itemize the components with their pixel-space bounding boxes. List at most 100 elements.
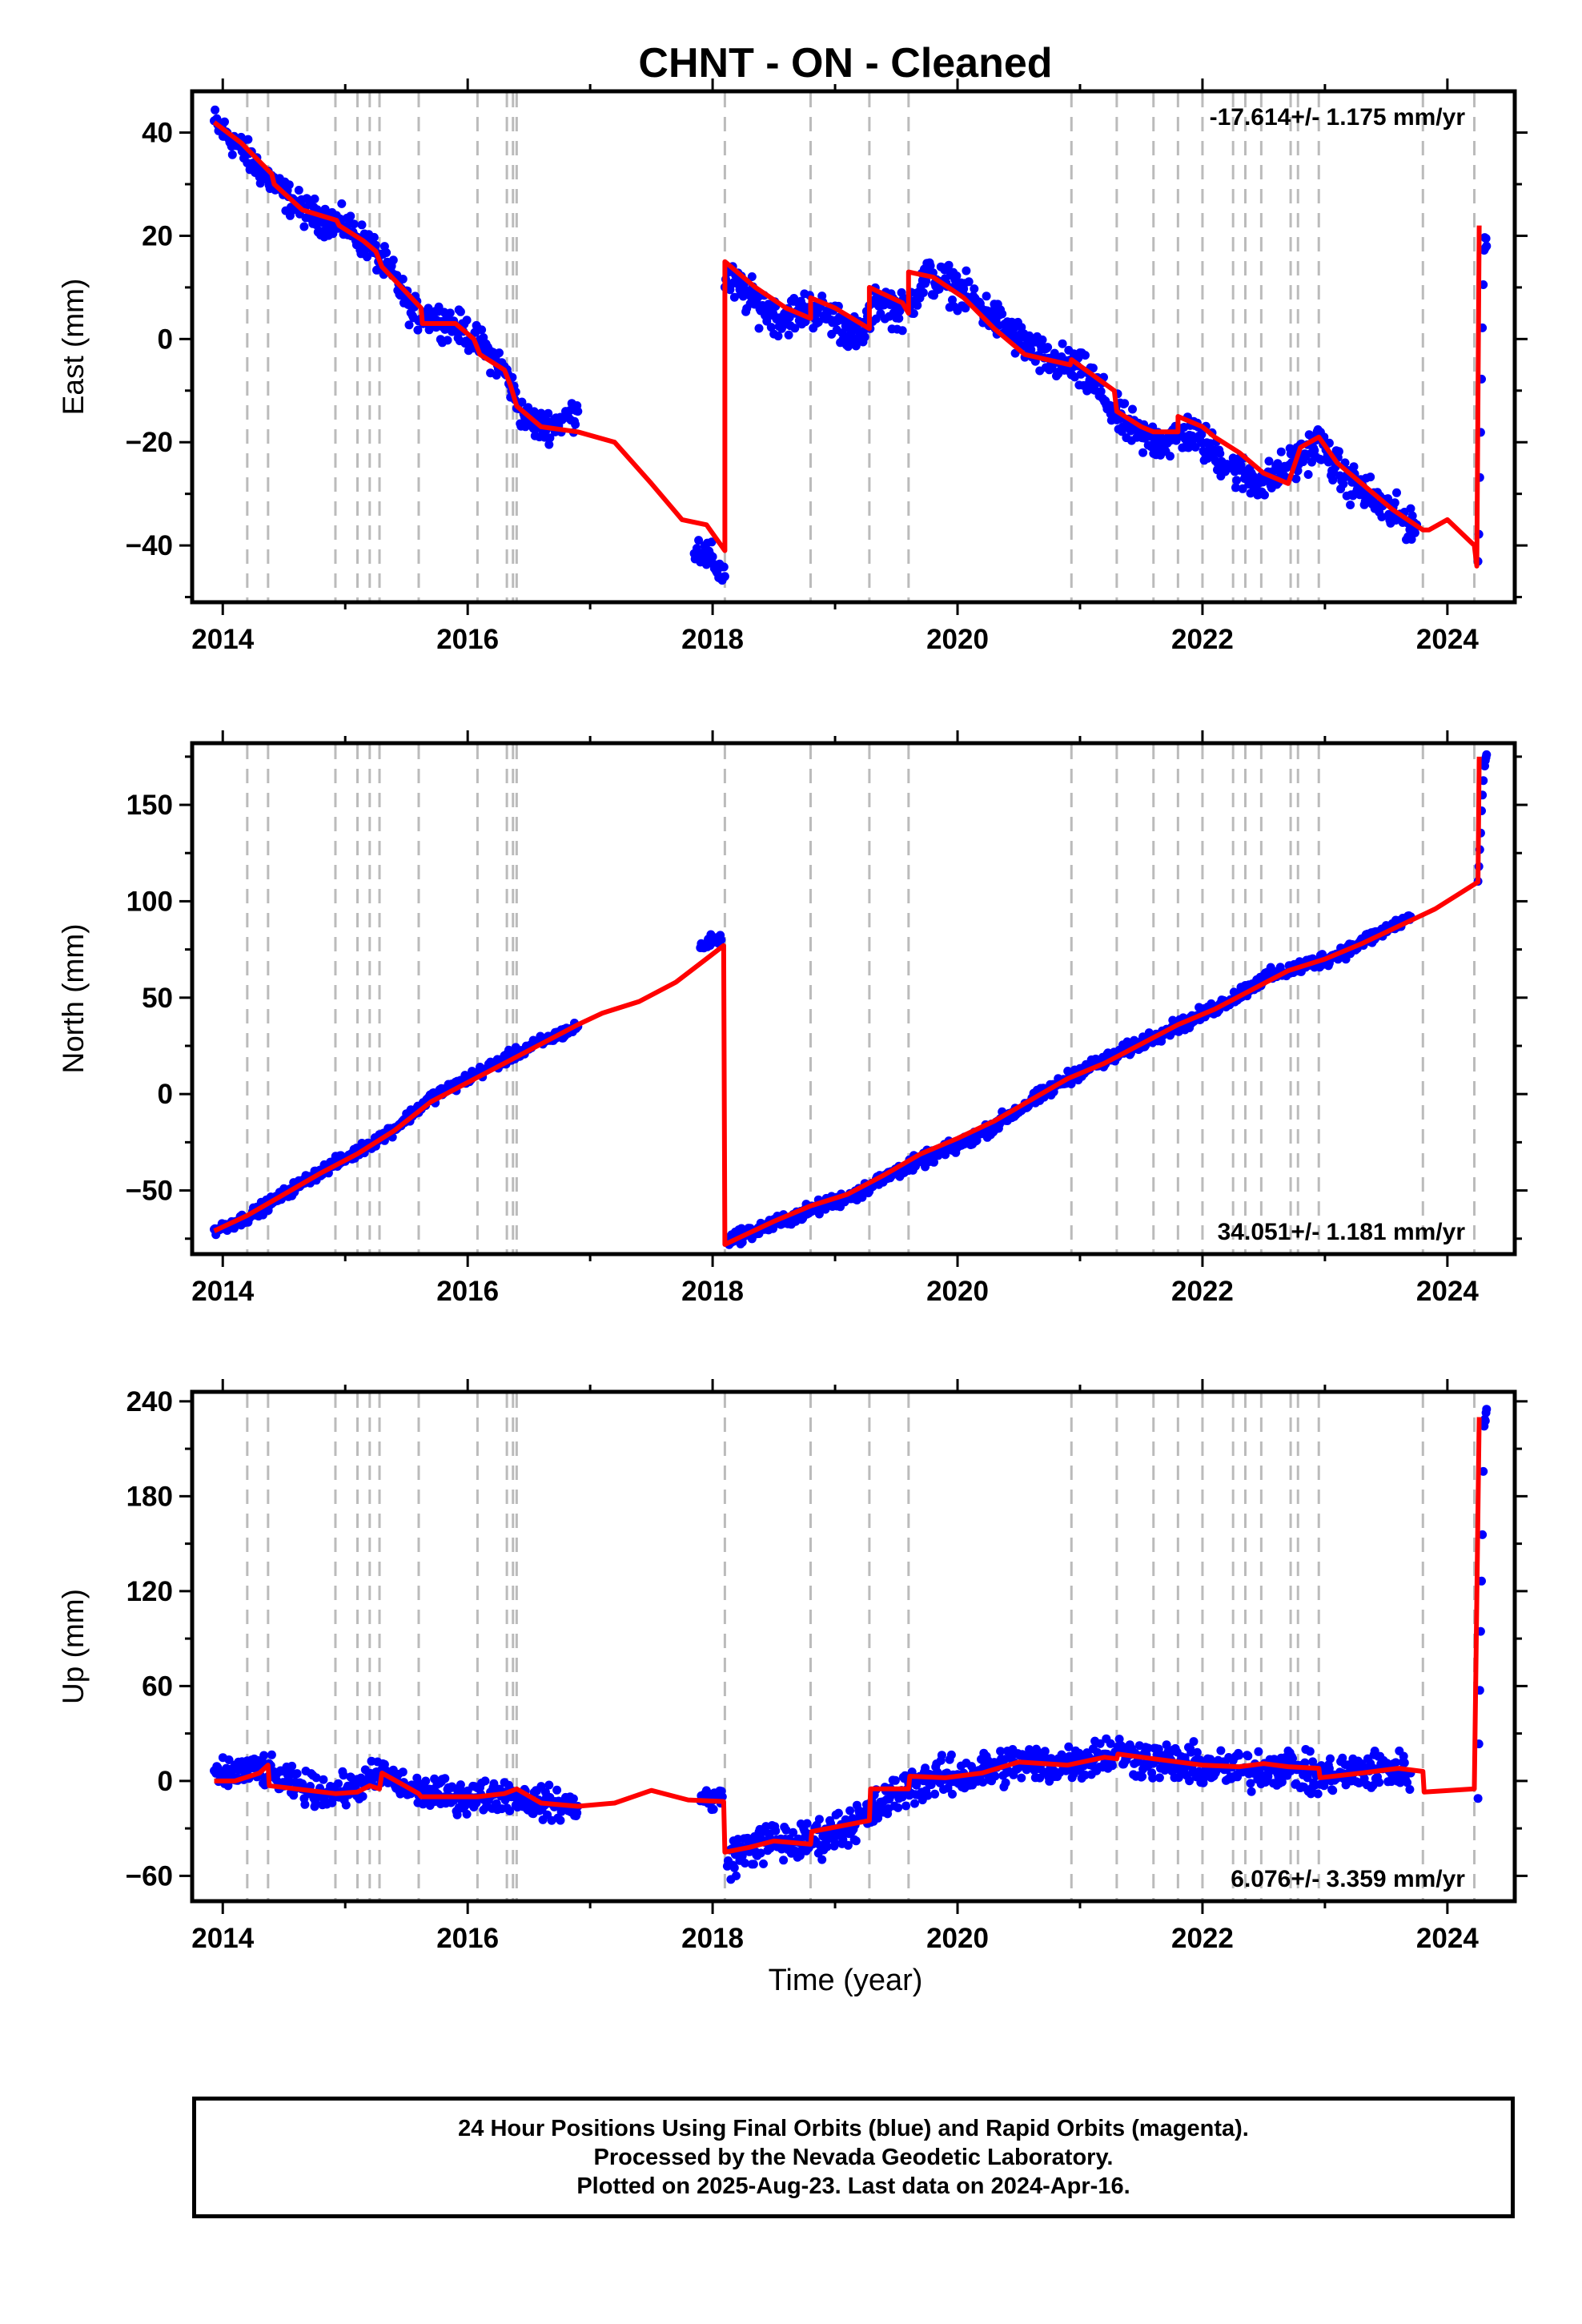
data-point [243, 135, 253, 144]
data-point [1346, 501, 1355, 509]
data-point [1166, 452, 1174, 461]
y-axis: −40 −20 0 20 40 [126, 118, 1528, 599]
data-point [1303, 470, 1313, 479]
rate-label: 6.076+/- 3.359 mm/yr [1231, 1866, 1465, 1892]
data-point [1088, 364, 1098, 373]
data-point [1254, 1747, 1263, 1756]
x-tick-label: 2022 [1171, 1923, 1234, 1954]
data-point [814, 1815, 824, 1824]
data-point [944, 260, 954, 270]
data-point [1478, 1530, 1488, 1539]
data-point [790, 324, 800, 333]
data-point [349, 219, 359, 229]
x-tick-label: 2020 [926, 1276, 989, 1307]
data-point [773, 332, 783, 341]
data-point [1403, 1778, 1412, 1787]
data-point [568, 1794, 578, 1803]
data-point [388, 255, 398, 265]
data-point [220, 117, 229, 127]
data-point [729, 1863, 739, 1872]
x-tick-label: 2018 [681, 624, 744, 655]
x-tick-label: 2018 [681, 1276, 744, 1307]
data-point [357, 220, 367, 230]
model-line [214, 1417, 1482, 1855]
data-point [1215, 448, 1225, 458]
data-point [544, 440, 554, 449]
data-point [897, 326, 907, 336]
data-point [830, 1839, 840, 1848]
data-point [1095, 1739, 1105, 1748]
data-point [341, 1800, 351, 1810]
data-point [1064, 1742, 1074, 1751]
data-point [708, 552, 717, 561]
data-point [398, 275, 408, 283]
data-point [1001, 1778, 1010, 1787]
data-point [224, 1755, 234, 1764]
data-point [779, 1856, 789, 1865]
data-point [572, 1808, 582, 1818]
data-point [817, 1855, 827, 1864]
data-point [456, 1780, 465, 1790]
data-point [1106, 1739, 1115, 1748]
data-point [1308, 1757, 1318, 1767]
data-point [998, 309, 1007, 319]
data-point [719, 562, 729, 572]
x-axis: 2014 2016 2018 2020 2022 2024 [191, 730, 1479, 1307]
data-point [930, 1789, 940, 1799]
data-point [926, 261, 935, 271]
data-point [284, 180, 294, 190]
data-point [337, 199, 347, 208]
data-point [1392, 488, 1401, 497]
x-tick-label: 2024 [1416, 1276, 1479, 1307]
data-point [517, 397, 527, 407]
x-tick-label: 2022 [1171, 624, 1234, 655]
data-point [320, 204, 330, 214]
data-point [552, 1785, 562, 1795]
data-point [1138, 1771, 1147, 1781]
data-point [1189, 1737, 1199, 1747]
data-point [802, 1819, 812, 1828]
data-point [1366, 472, 1375, 482]
y-tick-label: −50 [126, 1176, 173, 1207]
x-tick-label: 2020 [926, 1923, 989, 1954]
y-tick-label: 180 [126, 1481, 173, 1512]
data-point [709, 1804, 718, 1814]
data-point [489, 1779, 499, 1788]
data-point [1313, 1789, 1323, 1799]
data-point [456, 307, 465, 316]
y-axis-label: Up (mm) [57, 1589, 90, 1704]
data-point [701, 560, 711, 569]
x-tick-label: 2024 [1416, 624, 1479, 655]
data-point [964, 277, 974, 287]
x-tick-label: 2020 [926, 624, 989, 655]
data-point [445, 308, 455, 318]
data-point [1291, 474, 1301, 484]
y-axis: −60 0 60 120 180 240 [126, 1386, 1528, 1892]
data-point [741, 1859, 749, 1868]
data-point [717, 935, 726, 945]
y-tick-label: 50 [142, 983, 173, 1014]
data-point [1390, 498, 1399, 508]
x-tick-label: 2016 [436, 1276, 499, 1307]
data-point [1096, 387, 1106, 396]
data-point [1038, 335, 1047, 344]
panel-north: 2014 2016 2018 2020 2022 2024 −50 0 50 100 150 Nort… [57, 730, 1528, 1307]
data-point [1191, 442, 1200, 452]
data-point [1247, 1787, 1256, 1796]
data-point [1138, 448, 1148, 457]
data-point [346, 211, 355, 221]
data-point [1185, 1776, 1195, 1786]
data-point [1081, 351, 1090, 360]
data-point [363, 252, 371, 262]
data-point [334, 1779, 343, 1788]
data-point [860, 332, 869, 342]
data-point [893, 1803, 903, 1812]
data-point [544, 408, 553, 418]
data-point [843, 1840, 853, 1850]
data-point [480, 1776, 490, 1786]
data-point [1405, 1785, 1415, 1794]
data-point [707, 537, 717, 547]
data-point [223, 1781, 233, 1791]
data-point [452, 1810, 462, 1819]
data-point [1154, 1773, 1164, 1783]
